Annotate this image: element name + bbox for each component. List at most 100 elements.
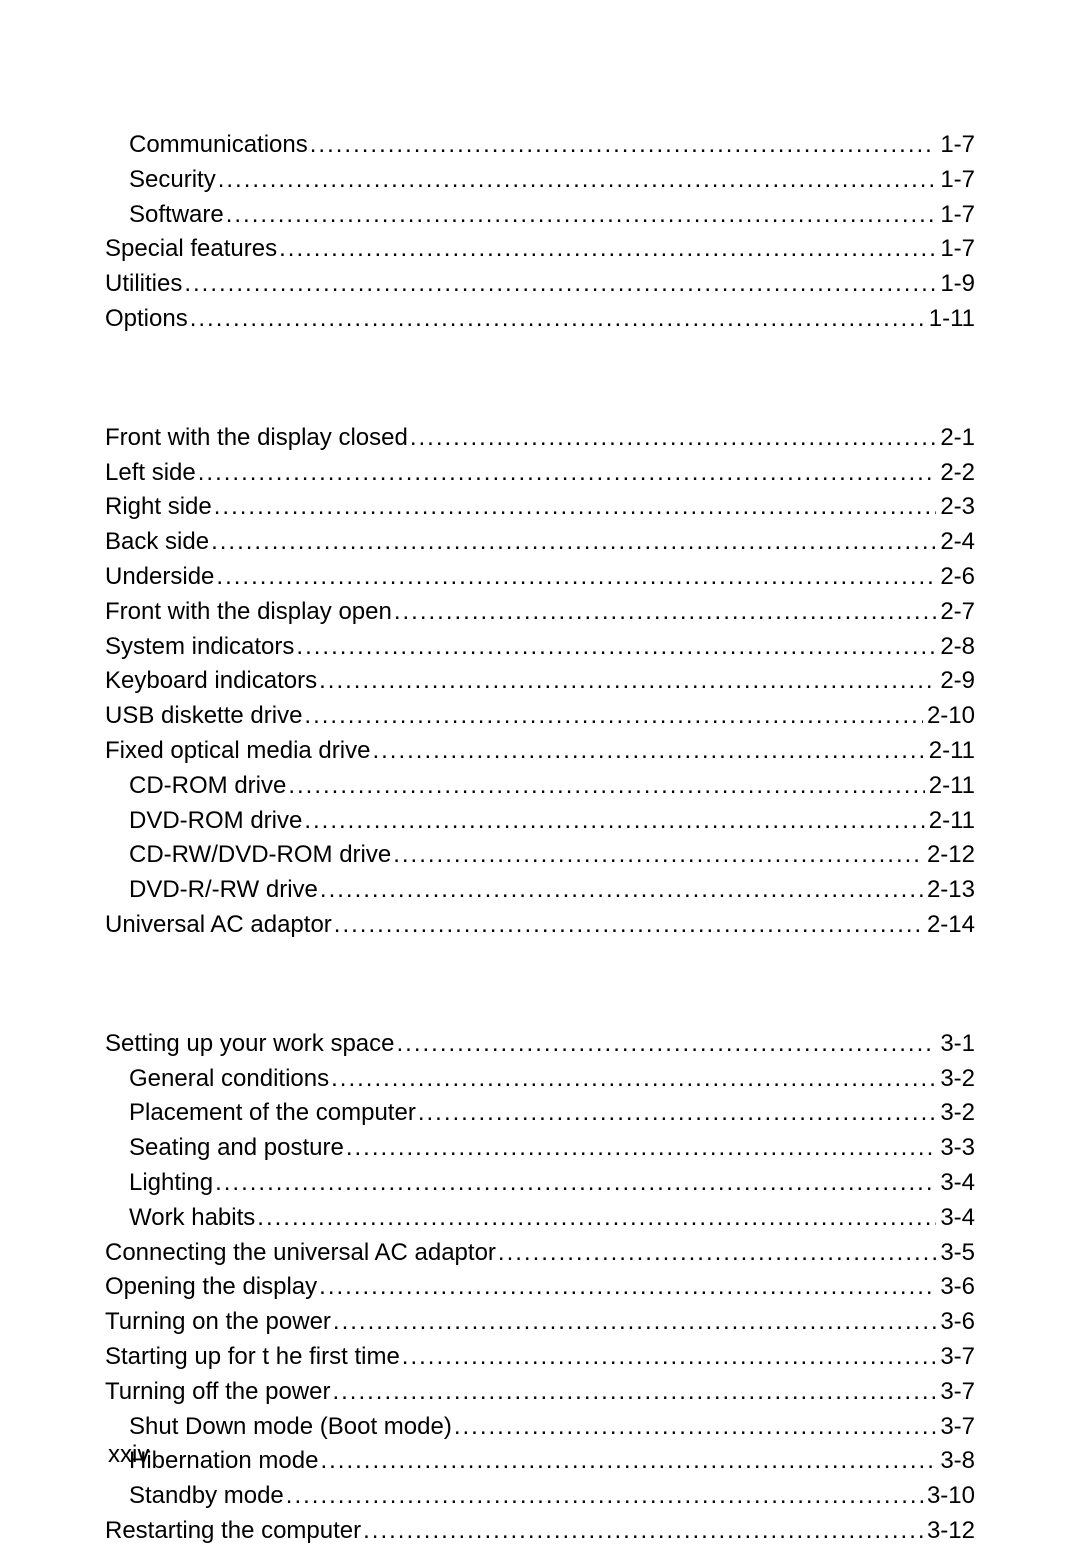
toc-entry-label: CD-ROM drive [129,769,286,804]
toc-entry-label: Utilities [105,267,182,302]
toc-entry-label: CD-RW/DVD-ROM drive [129,838,391,873]
toc-entry-label: Software [129,198,224,233]
toc-leader-dots [318,873,923,908]
toc-leader-dots [277,232,936,267]
section-gap [105,943,975,1027]
toc-entry-page: 3-6 [936,1270,975,1305]
toc-leader-dots [395,1027,937,1062]
toc-entry-label: Turning off the power [105,1375,330,1410]
toc-entry: Connecting the universal AC adaptor3-5 [105,1236,975,1271]
toc-entry-page: 3-2 [936,1096,975,1131]
toc-leader-dots [224,198,937,233]
toc-entry: Seating and posture 3-3 [105,1131,975,1166]
toc-entry-page: 2-14 [923,908,975,943]
toc-entry: DVD-R/-RW drive 2-13 [105,873,975,908]
toc-entry-label: Fixed optical media drive [105,734,370,769]
toc-entry: Standby mode 3-10 [105,1479,975,1514]
toc-leader-dots [214,560,936,595]
toc-entry: Turning off the power3-7 [105,1375,975,1410]
toc-entry: Fixed optical media drive 2-11 [105,734,975,769]
toc-entry-page: 3-5 [936,1236,975,1271]
toc-leader-dots [213,1166,936,1201]
toc-entry-page: 3-1 [936,1027,975,1062]
toc-leader-dots [452,1410,936,1445]
toc-entry-page: 2-11 [925,804,975,839]
toc-leader-dots [330,1375,936,1410]
toc-leader-dots [286,769,924,804]
toc-entry-label: Restarting the computer [105,1514,361,1549]
toc-leader-dots [408,421,937,456]
toc-leader-dots [284,1479,923,1514]
toc-entry-label: Underside [105,560,214,595]
toc-entry: Hibernation mode 3-8 [105,1444,975,1479]
toc-entry: Keyboard indicators 2-9 [105,664,975,699]
toc-entry: DVD-ROM drive 2-11 [105,804,975,839]
toc-entry-page: 2-11 [925,734,975,769]
toc-entry: Underside 2-6 [105,560,975,595]
page-number: xxiv [108,1441,149,1469]
toc-entry-label: Opening the display [105,1270,317,1305]
toc-entry-label: Back side [105,525,209,560]
toc-entry: Placement of the computer3-2 [105,1096,975,1131]
toc-leader-dots [255,1201,936,1236]
toc-entry: Starting up for t he first time3-7 [105,1340,975,1375]
toc-entry-page: 3-2 [936,1062,975,1097]
toc-entry-page: 2-3 [936,490,975,525]
toc-leader-dots [416,1096,936,1131]
toc-leader-dots [212,490,937,525]
toc-entry-page: 3-7 [936,1410,975,1445]
toc-entry: CD-RW/DVD-ROM drive 2-12 [105,838,975,873]
toc-entry: Security 1-7 [105,163,975,198]
toc-entry-page: 3-4 [936,1166,975,1201]
toc-entry-page: 1-11 [925,302,975,337]
toc-entry: Software 1-7 [105,198,975,233]
toc-entry-label: Front with the display closed [105,421,408,456]
toc-entry-page: 3-7 [936,1340,975,1375]
toc-leader-dots [209,525,936,560]
toc-entry-label: USB diskette drive [105,699,302,734]
toc-entry: Right side 2-3 [105,490,975,525]
toc-entry-label: Lighting [129,1166,213,1201]
toc-entry: Utilities 1-9 [105,267,975,302]
toc-leader-dots [361,1514,923,1549]
toc-entry: USB diskette drive 2-10 [105,699,975,734]
toc-entry-label: Shut Down mode (Boot mode) [129,1410,452,1445]
toc-entry: CD-ROM drive 2-11 [105,769,975,804]
toc-entry-page: 3-8 [936,1444,975,1479]
toc-entry: Special features 1-7 [105,232,975,267]
toc-leader-dots [400,1340,937,1375]
toc-entry-page: 1-9 [936,267,975,302]
toc-entry-page: 2-4 [936,525,975,560]
toc-leader-dots [308,128,937,163]
toc-entry: Turning on the power3-6 [105,1305,975,1340]
toc-entry-page: 1-7 [936,163,975,198]
toc-entry-page: 3-3 [936,1131,975,1166]
toc-leader-dots [391,838,923,873]
toc-entry-label: Standby mode [129,1479,284,1514]
toc-leader-dots [496,1236,936,1271]
toc-entry-label: General conditions [129,1062,329,1097]
toc-entry-label: Front with the display open [105,595,392,630]
toc-entry-page: 1-7 [936,128,975,163]
toc-entry-page: 2-11 [925,769,975,804]
toc-leader-dots [216,163,937,198]
toc-entry-label: Security [129,163,216,198]
toc-entry-label: Universal AC adaptor [105,908,332,943]
toc-leader-dots [294,630,936,665]
toc-entry-page: 3-4 [936,1201,975,1236]
toc-entry-page: 2-1 [936,421,975,456]
toc-leader-dots [344,1131,936,1166]
toc-entry-page: 2-2 [936,456,975,491]
toc-leader-dots [317,1270,936,1305]
toc-entry-label: Options [105,302,188,337]
toc-entry: Opening the display 3-6 [105,1270,975,1305]
toc-entry-label: Setting up your work space [105,1027,395,1062]
toc-entry: Restarting the computer 3-12 [105,1514,975,1549]
toc-entry-page: 2-12 [923,838,975,873]
toc-leader-dots [331,1305,936,1340]
toc-entry-label: Right side [105,490,212,525]
toc-entry-page: 1-7 [936,198,975,233]
toc-leader-dots [302,699,923,734]
toc-leader-dots [329,1062,936,1097]
toc-entry: System indicators 2-8 [105,630,975,665]
